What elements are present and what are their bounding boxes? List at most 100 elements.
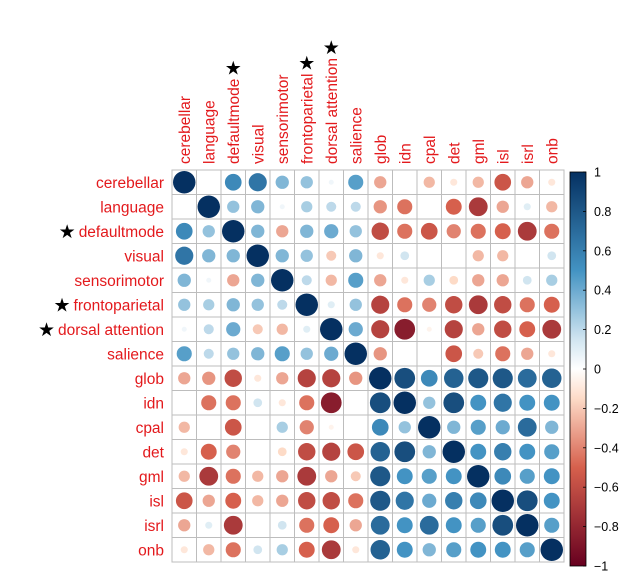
corr-circle-14-14: [516, 514, 539, 537]
corr-circle-7-4: [274, 346, 290, 362]
corr-circle-5-10: [422, 297, 437, 312]
col-label-cerebellar: cerebellar: [177, 96, 194, 164]
corr-circle-5-15: [543, 296, 560, 313]
corr-circle-11-6: [322, 442, 341, 461]
corr-circle-1-7: [350, 201, 361, 212]
corr-circle-9-2: [225, 395, 241, 411]
corr-circle-10-11: [447, 420, 461, 434]
col-label-glob: glob: [373, 135, 390, 164]
corr-circle-9-11: [443, 392, 465, 414]
corr-circle-12-0: [178, 470, 190, 482]
corr-circle-0-12: [472, 176, 484, 188]
corr-circle-2-6: [324, 224, 339, 239]
corr-circle-2-14: [517, 221, 537, 241]
corr-circle-0-4: [275, 175, 289, 189]
corr-circle-13-14: [516, 490, 538, 512]
grid-cell: [392, 169, 418, 195]
corr-circle-6-14: [519, 321, 536, 338]
corr-circle-15-1: [203, 544, 215, 556]
corr-circle-4-0: [177, 273, 191, 287]
corr-circle-6-10: [426, 326, 432, 332]
corr-circle-10-2: [224, 418, 242, 436]
corr-circle-8-3: [254, 374, 262, 382]
corr-circle-15-4: [276, 544, 288, 556]
corr-circle-4-4: [271, 269, 294, 292]
corr-circle-13-12: [469, 492, 487, 510]
row-label-cerebellar: cerebellar: [96, 175, 164, 192]
corr-circle-11-4: [277, 447, 287, 457]
corr-circle-0-15: [548, 178, 556, 186]
corr-circle-3-4: [275, 249, 289, 263]
corr-circle-2-10: [420, 222, 438, 240]
corr-circle-15-6: [321, 540, 341, 560]
corr-circle-8-11: [444, 368, 464, 388]
row-label-frontoparietal: frontoparietal: [74, 297, 164, 314]
corr-circle-9-10: [423, 396, 436, 409]
corr-circle-8-13: [492, 368, 513, 389]
corr-circle-9-12: [470, 394, 487, 411]
corr-circle-8-5: [297, 369, 316, 388]
corr-circle-5-5: [295, 293, 318, 316]
corr-circle-2-5: [300, 224, 314, 238]
corr-circle-4-13: [496, 274, 509, 287]
corr-circle-13-7: [348, 493, 364, 509]
corr-circle-14-4: [277, 520, 287, 530]
colorbar-tick-label: −0.2: [594, 402, 619, 416]
corr-circle-1-2: [227, 200, 240, 213]
corr-circle-10-15: [545, 420, 559, 434]
corr-circle-15-2: [225, 542, 241, 558]
corr-circle-12-4: [276, 470, 289, 483]
grid-cell: [220, 439, 246, 465]
corr-circle-12-2: [225, 468, 241, 484]
corr-circle-11-5: [298, 443, 316, 461]
col-label-dorsal-attention: dorsal attention: [324, 58, 341, 164]
col-label-cpal: cpal: [422, 136, 439, 164]
corr-circle-4-12: [472, 274, 485, 287]
colorbar-tick-label: 0.8: [594, 205, 611, 219]
corr-circle-13-6: [322, 492, 340, 510]
colorbar-tick-label: 1: [594, 166, 601, 180]
corr-circle-1-9: [397, 199, 413, 215]
row-label-salience: salience: [107, 346, 164, 363]
corr-circle-7-7: [344, 342, 367, 365]
row-label-isl: isl: [149, 493, 164, 510]
corr-circle-4-5: [301, 275, 312, 286]
corr-circle-9-15: [543, 394, 560, 411]
corr-circle-0-0: [173, 171, 196, 194]
star-icon: ★: [53, 294, 70, 316]
row-label-cpal: cpal: [136, 420, 164, 437]
corr-circle-13-1: [202, 494, 215, 507]
corr-circle-12-10: [421, 468, 437, 484]
corr-circle-4-8: [374, 274, 387, 287]
col-label-det: det: [446, 142, 463, 164]
col-label-sensorimotor: sensorimotor: [275, 74, 292, 164]
corr-circle-5-4: [277, 299, 288, 310]
corr-circle-4-2: [227, 274, 240, 287]
row-label-gml: gml: [139, 469, 164, 486]
corr-circle-15-10: [422, 543, 436, 557]
corr-circle-3-9: [400, 251, 410, 261]
corr-circle-6-3: [252, 324, 263, 335]
row-labels: cerebellarlanguagedefaultmode★visualsens…: [38, 175, 165, 560]
grid-cell: [514, 243, 540, 269]
col-label-frontoparietal: frontoparietal: [299, 74, 316, 164]
corr-circle-3-2: [226, 249, 240, 263]
corr-circle-12-12: [467, 465, 490, 488]
corr-circle-5-11: [445, 296, 463, 314]
grid-cell: [245, 439, 271, 465]
corr-circle-11-12: [470, 443, 487, 460]
row-label-dorsal-attention: dorsal attention: [58, 322, 164, 339]
colorbar-tick-label: −0.8: [594, 520, 619, 534]
corr-circle-2-3: [251, 224, 265, 238]
corr-circle-7-6: [324, 346, 339, 361]
corr-circle-3-3: [246, 244, 269, 267]
corr-circle-13-15: [543, 492, 560, 509]
corr-circle-6-0: [181, 326, 187, 332]
corr-circle-6-12: [472, 323, 485, 336]
corr-circle-9-9: [393, 391, 416, 414]
corr-circle-8-12: [468, 368, 489, 389]
corr-circle-13-11: [445, 492, 463, 510]
corr-circle-7-2: [227, 347, 240, 360]
corr-circle-11-8: [370, 442, 390, 462]
corr-circle-4-6: [325, 274, 337, 286]
